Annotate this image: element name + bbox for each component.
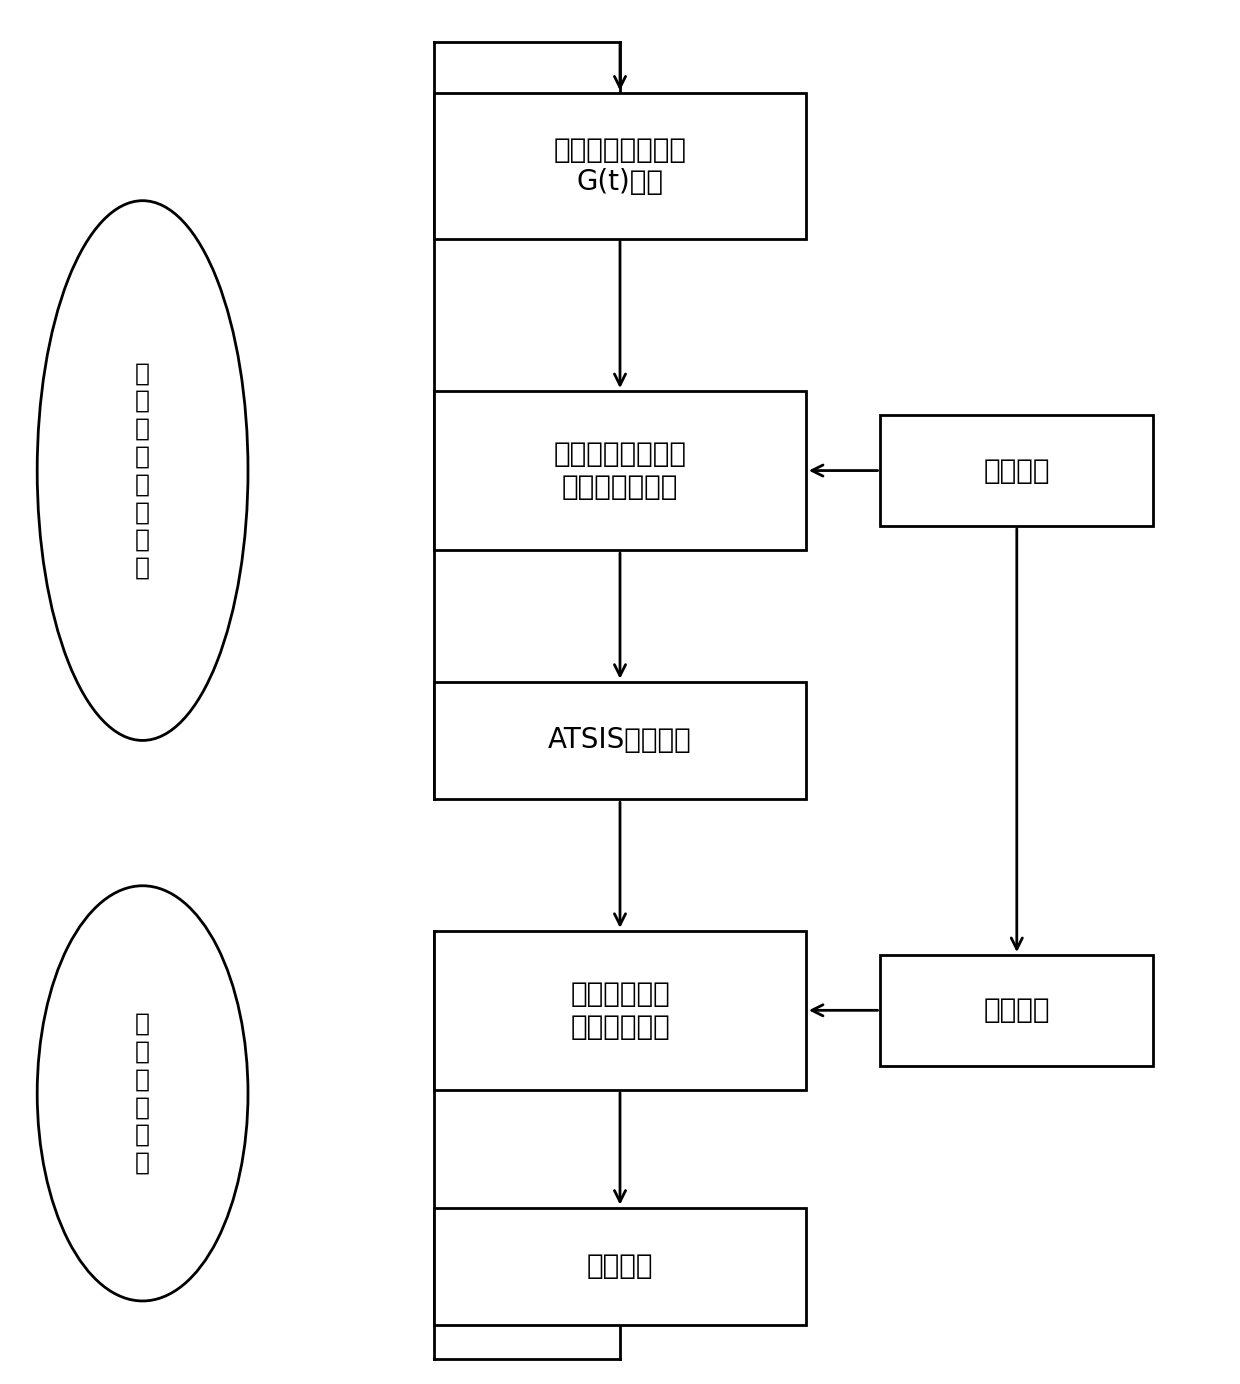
Bar xyxy=(434,682,806,800)
Text: ATSIS模型构建: ATSIS模型构建 xyxy=(548,727,692,754)
Ellipse shape xyxy=(37,886,248,1301)
Text: 运行数据: 运行数据 xyxy=(983,457,1050,484)
Bar xyxy=(434,392,806,549)
Text: 机
场
延
误
预
测: 机 场 延 误 预 测 xyxy=(135,1012,150,1175)
Text: 边连接矩阵和点特
征向量序列形成: 边连接矩阵和点特 征向量序列形成 xyxy=(553,440,687,501)
Bar xyxy=(434,94,806,239)
Bar xyxy=(880,415,1153,526)
Text: 机
场
延
误
波
及
模
型: 机 场 延 误 波 及 模 型 xyxy=(135,361,150,580)
Bar xyxy=(434,1207,806,1326)
Text: 算法求解: 算法求解 xyxy=(587,1253,653,1280)
Bar xyxy=(434,931,806,1091)
Text: 耦合参数: 耦合参数 xyxy=(983,996,1050,1024)
Ellipse shape xyxy=(37,201,248,740)
Bar xyxy=(880,955,1153,1066)
Text: 延误感染概率
微分方程构建: 延误感染概率 微分方程构建 xyxy=(570,980,670,1041)
Text: 航空时序边权网络
G(t)构建: 航空时序边权网络 G(t)构建 xyxy=(553,136,687,197)
